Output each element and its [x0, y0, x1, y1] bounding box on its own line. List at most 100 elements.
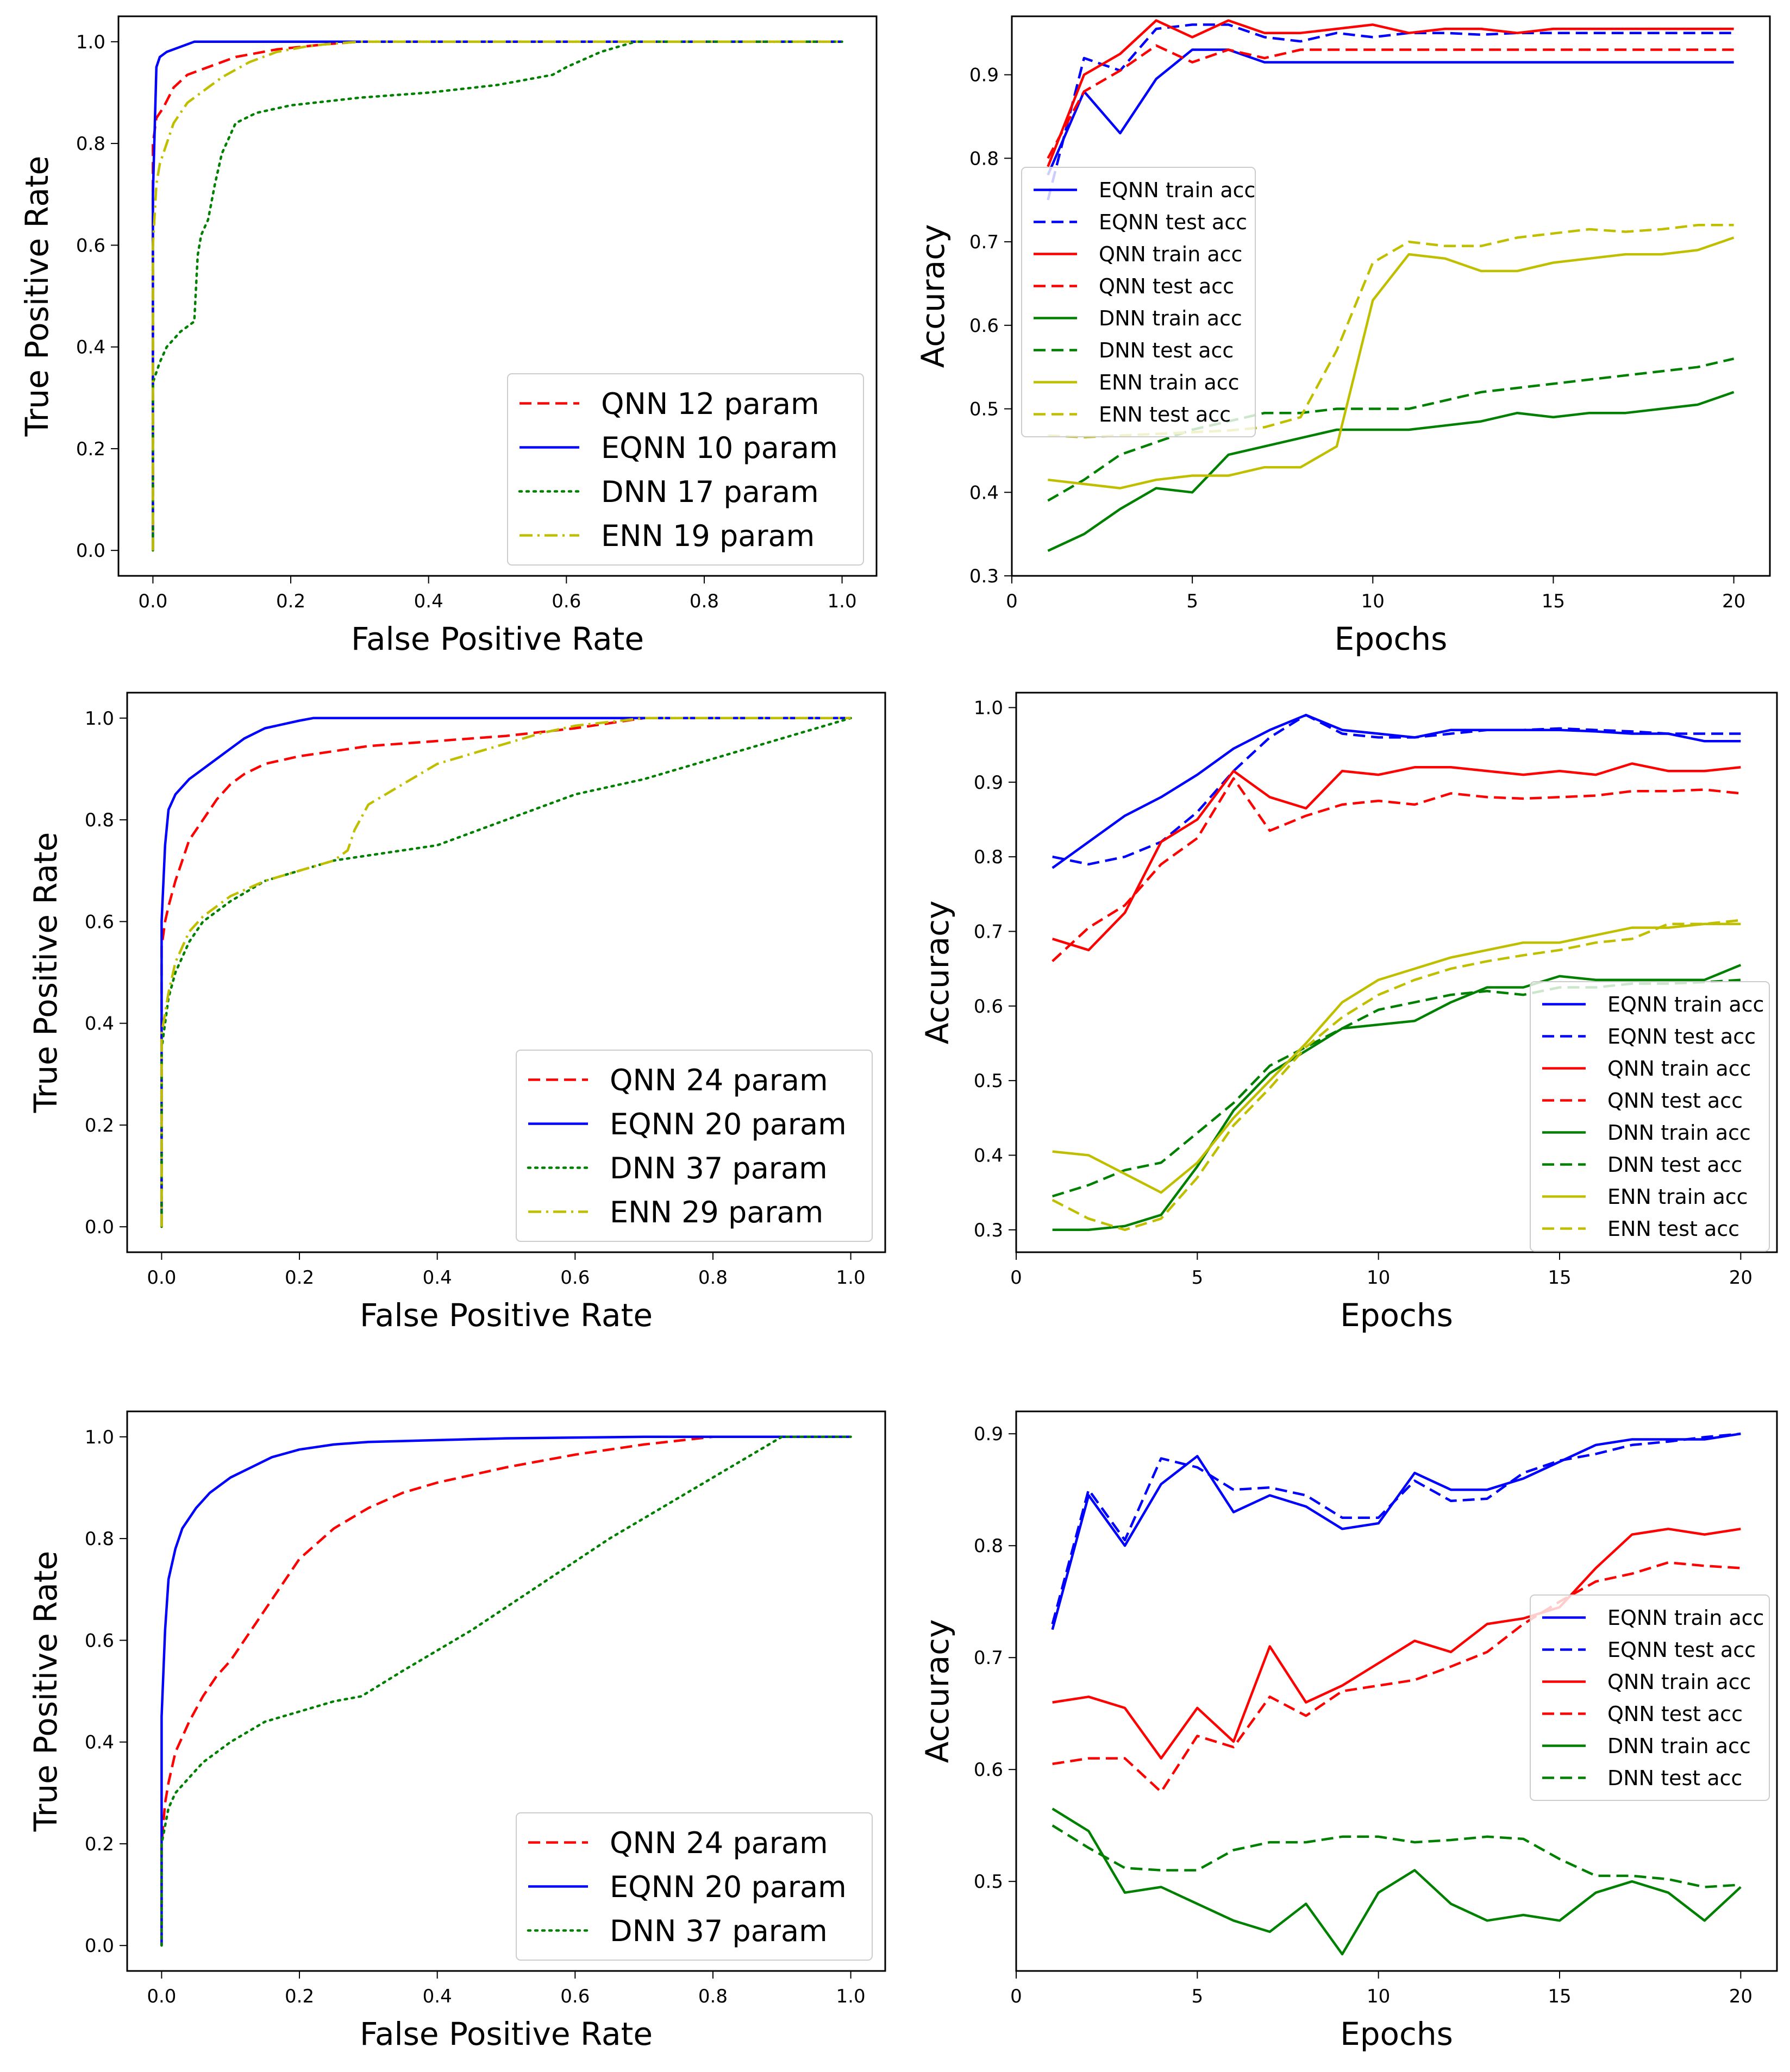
x-tick-label: 5 — [1186, 591, 1198, 612]
legend-label: ENN train acc — [1099, 371, 1240, 394]
y-tick-label: 0.0 — [76, 540, 105, 562]
y-tick-label: 0.3 — [974, 1220, 1003, 1241]
series-line-qnn-test-acc — [1052, 777, 1741, 963]
axes-frame — [1015, 692, 1778, 1253]
y-tick-label: 0.5 — [969, 399, 999, 420]
legend-box — [1530, 981, 1770, 1252]
series-line-eqnn-test-acc — [1047, 23, 1734, 200]
series-line-eqnn-train-acc — [1052, 713, 1741, 869]
legend: QNN 24 param EQNN 20 param DNN 37 param — [516, 1812, 873, 1961]
series-line-dnn-37-param — [160, 1435, 852, 1947]
y-axis-label: True Positive Rate — [27, 1551, 64, 1832]
x-axis-label: Epochs — [1340, 1297, 1453, 1334]
x-tick-label: 15 — [1548, 1986, 1571, 2007]
legend-box — [507, 373, 864, 566]
x-tick-label: 0.4 — [423, 1986, 452, 2007]
legend-label: DNN train acc — [1099, 306, 1242, 330]
x-tick-label: 0.2 — [276, 591, 305, 612]
legend-label: DNN test acc — [1607, 1766, 1742, 1790]
x-tick-label: 0 — [1010, 1986, 1022, 2007]
x-tick-label: 0.0 — [138, 591, 167, 612]
series-line-dnn-37-param — [160, 717, 852, 1228]
x-tick-label: 0.6 — [560, 1986, 590, 2007]
legend: EQNN train acc EQNN test acc QNN train acc… — [1530, 981, 1770, 1252]
x-tick-label: 10 — [1367, 1986, 1390, 2007]
legend-label: EQNN test acc — [1607, 1025, 1756, 1048]
legend-label: EQNN 10 param — [601, 431, 838, 465]
x-tick-label: 10 — [1361, 591, 1385, 612]
legend-label: QNN train acc — [1099, 242, 1242, 266]
legend-label: EQNN 20 param — [610, 1107, 847, 1141]
legend-label: DNN 37 param — [610, 1914, 828, 1948]
legend-label: QNN 12 param — [601, 387, 819, 421]
axes-frame — [1015, 1410, 1778, 1972]
x-tick-label: 1.0 — [836, 1267, 866, 1289]
y-axis-label: Accuracy — [915, 224, 952, 368]
x-tick-label: 0.0 — [147, 1986, 176, 2007]
y-tick-label: 0.4 — [76, 337, 105, 359]
series-line-eqnn-20-param — [160, 1435, 851, 1946]
legend-label: EQNN test acc — [1607, 1638, 1756, 1662]
y-tick-label: 0.6 — [969, 315, 999, 337]
series-line-dnn-test-acc — [1052, 1824, 1741, 1888]
y-tick-label: 0.5 — [974, 1070, 1003, 1092]
y-tick-label: 0.6 — [85, 911, 114, 933]
x-tick-label: 10 — [1367, 1267, 1390, 1289]
legend-label: QNN test acc — [1099, 274, 1234, 298]
legend-label: DNN train acc — [1607, 1121, 1751, 1145]
legend-label: EQNN 20 param — [610, 1870, 847, 1904]
y-tick-label: 0.8 — [969, 148, 999, 169]
series-line-enn-train-acc — [1052, 922, 1741, 1194]
y-tick-label: 0.6 — [974, 996, 1003, 1018]
x-tick-label: 0.6 — [552, 591, 581, 612]
legend-label: DNN test acc — [1607, 1153, 1742, 1177]
legend-label: EQNN train acc — [1099, 178, 1255, 202]
y-tick-label: 0.9 — [969, 65, 999, 86]
series-line-dnn-17-param — [152, 40, 843, 552]
y-axis-label: Accuracy — [919, 901, 956, 1045]
x-axis-label: False Positive Rate — [351, 620, 644, 657]
legend-label: QNN train acc — [1607, 1057, 1751, 1081]
legend-label: QNN train acc — [1607, 1670, 1751, 1694]
legend-label: QNN 24 param — [610, 1826, 828, 1860]
legend-label: ENN test acc — [1099, 403, 1231, 426]
y-tick-label: 0.6 — [974, 1759, 1003, 1781]
x-axis-label: False Positive Rate — [360, 1297, 653, 1334]
series-line-qnn-24-param — [160, 1435, 851, 1946]
y-axis-label: True Positive Rate — [27, 832, 64, 1114]
y-tick-label: 0.9 — [974, 1423, 1003, 1445]
legend: EQNN train acc EQNN test acc QNN train acc… — [1530, 1594, 1770, 1801]
x-tick-label: 5 — [1192, 1986, 1204, 2007]
legend-label: DNN test acc — [1099, 338, 1234, 362]
series-line-qnn-train-acc — [1052, 1528, 1741, 1760]
x-tick-label: 0.0 — [147, 1267, 176, 1289]
chart-panel-3: 0.0 0.2 0.4 0.6 0.8 1.0 0.0 0.2 0.4 0.6 0.8 1.0 Fals… — [27, 692, 886, 1334]
series-line-qnn-train-acc — [1047, 19, 1734, 167]
legend-label: DNN 17 param — [601, 475, 819, 509]
legend-label: QNN test acc — [1607, 1089, 1743, 1113]
x-tick-label: 0.8 — [698, 1267, 728, 1289]
legend-label: DNN train acc — [1607, 1734, 1751, 1758]
legend: EQNN train acc EQNN test acc QNN train acc… — [1021, 167, 1256, 437]
x-tick-label: 15 — [1542, 591, 1565, 612]
legend-label: QNN test acc — [1607, 1702, 1743, 1726]
y-tick-label: 0.8 — [85, 1528, 114, 1550]
legend-box — [1021, 167, 1256, 437]
legend-label: ENN 29 param — [610, 1195, 823, 1229]
y-tick-label: 0.7 — [974, 1647, 1003, 1669]
y-tick-label: 0.4 — [969, 482, 999, 504]
series-line-qnn-12-param — [152, 40, 842, 551]
y-tick-label: 1.0 — [974, 697, 1003, 719]
y-tick-label: 0.2 — [76, 438, 105, 460]
y-tick-label: 0.4 — [85, 1013, 114, 1035]
series-line-qnn-train-acc — [1052, 762, 1741, 952]
x-tick-label: 0 — [1010, 1267, 1022, 1289]
x-tick-label: 20 — [1729, 1986, 1753, 2007]
series-line-enn-test-acc — [1052, 919, 1741, 1232]
legend-label: QNN 24 param — [610, 1063, 828, 1097]
y-tick-label: 0.2 — [85, 1115, 114, 1137]
chart-panel-5: 0.0 0.2 0.4 0.6 0.8 1.0 0.0 0.2 0.4 0.6 0.8 1.0 Fals… — [27, 1410, 886, 2052]
x-axis-label: False Positive Rate — [360, 2016, 653, 2052]
series-line-eqnn-test-acc — [1051, 1432, 1741, 1624]
